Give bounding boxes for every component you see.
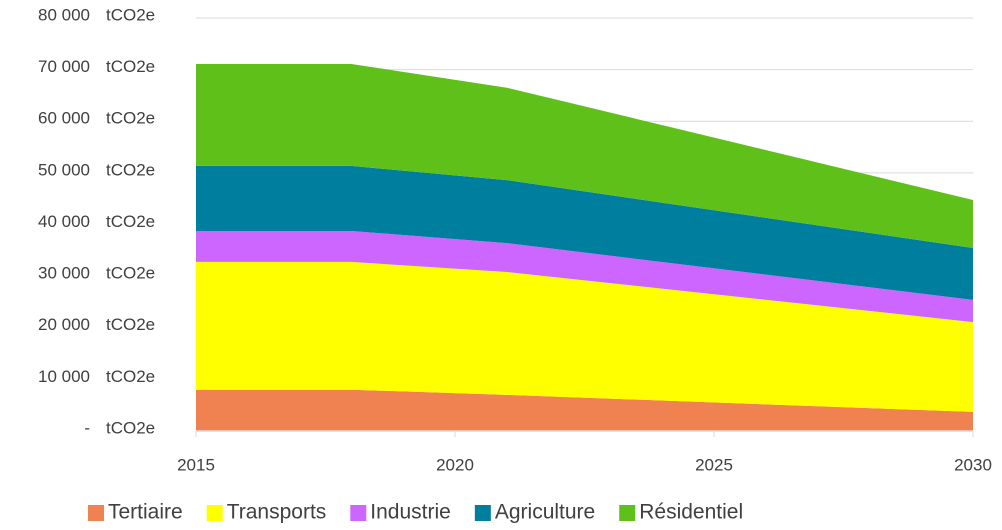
legend-swatch: [88, 505, 104, 521]
x-tick-label: 2025: [695, 455, 733, 474]
y-tick-unit: tCO2e: [106, 418, 155, 437]
y-tick-label: 20 000: [38, 315, 90, 334]
legend-label: Agriculture: [495, 501, 595, 524]
legend-swatch: [619, 505, 636, 521]
area: [196, 389, 973, 431]
area: [196, 165, 973, 300]
x-tick-label: 2030: [954, 455, 992, 474]
y-tick-unit: tCO2e: [106, 212, 155, 231]
x-tick-label: 2015: [177, 455, 215, 474]
legend-label: Industrie: [370, 501, 451, 524]
legend-swatch: [474, 505, 491, 521]
y-tick-label: 70 000: [38, 57, 90, 76]
legend-label: Transports: [227, 501, 327, 524]
y-tick-unit: tCO2e: [106, 367, 155, 386]
y-tick-unit: tCO2e: [106, 264, 155, 283]
y-tick-label: 10 000: [38, 367, 90, 386]
area: [196, 230, 973, 323]
area: [196, 63, 973, 248]
y-tick-label: 30 000: [38, 264, 90, 283]
y-tick-unit: tCO2e: [106, 5, 155, 24]
y-tick-label: -: [84, 418, 90, 437]
legend-swatch: [350, 505, 367, 521]
y-tick-unit: tCO2e: [106, 160, 155, 179]
y-tick-label: 60 000: [38, 109, 90, 128]
legend-label: Résidentiel: [639, 501, 743, 524]
y-tick-unit: tCO2e: [106, 109, 155, 128]
area: [196, 261, 973, 412]
legend-label: Tertiaire: [108, 501, 183, 524]
legend-swatch: [206, 505, 223, 521]
y-tick-label: 40 000: [38, 212, 90, 231]
y-tick-unit: tCO2e: [106, 315, 155, 334]
y-tick-label: 50 000: [38, 160, 90, 179]
x-tick-label: 2020: [436, 455, 474, 474]
y-tick-unit: tCO2e: [106, 57, 155, 76]
y-tick-label: 80 000: [38, 5, 90, 24]
